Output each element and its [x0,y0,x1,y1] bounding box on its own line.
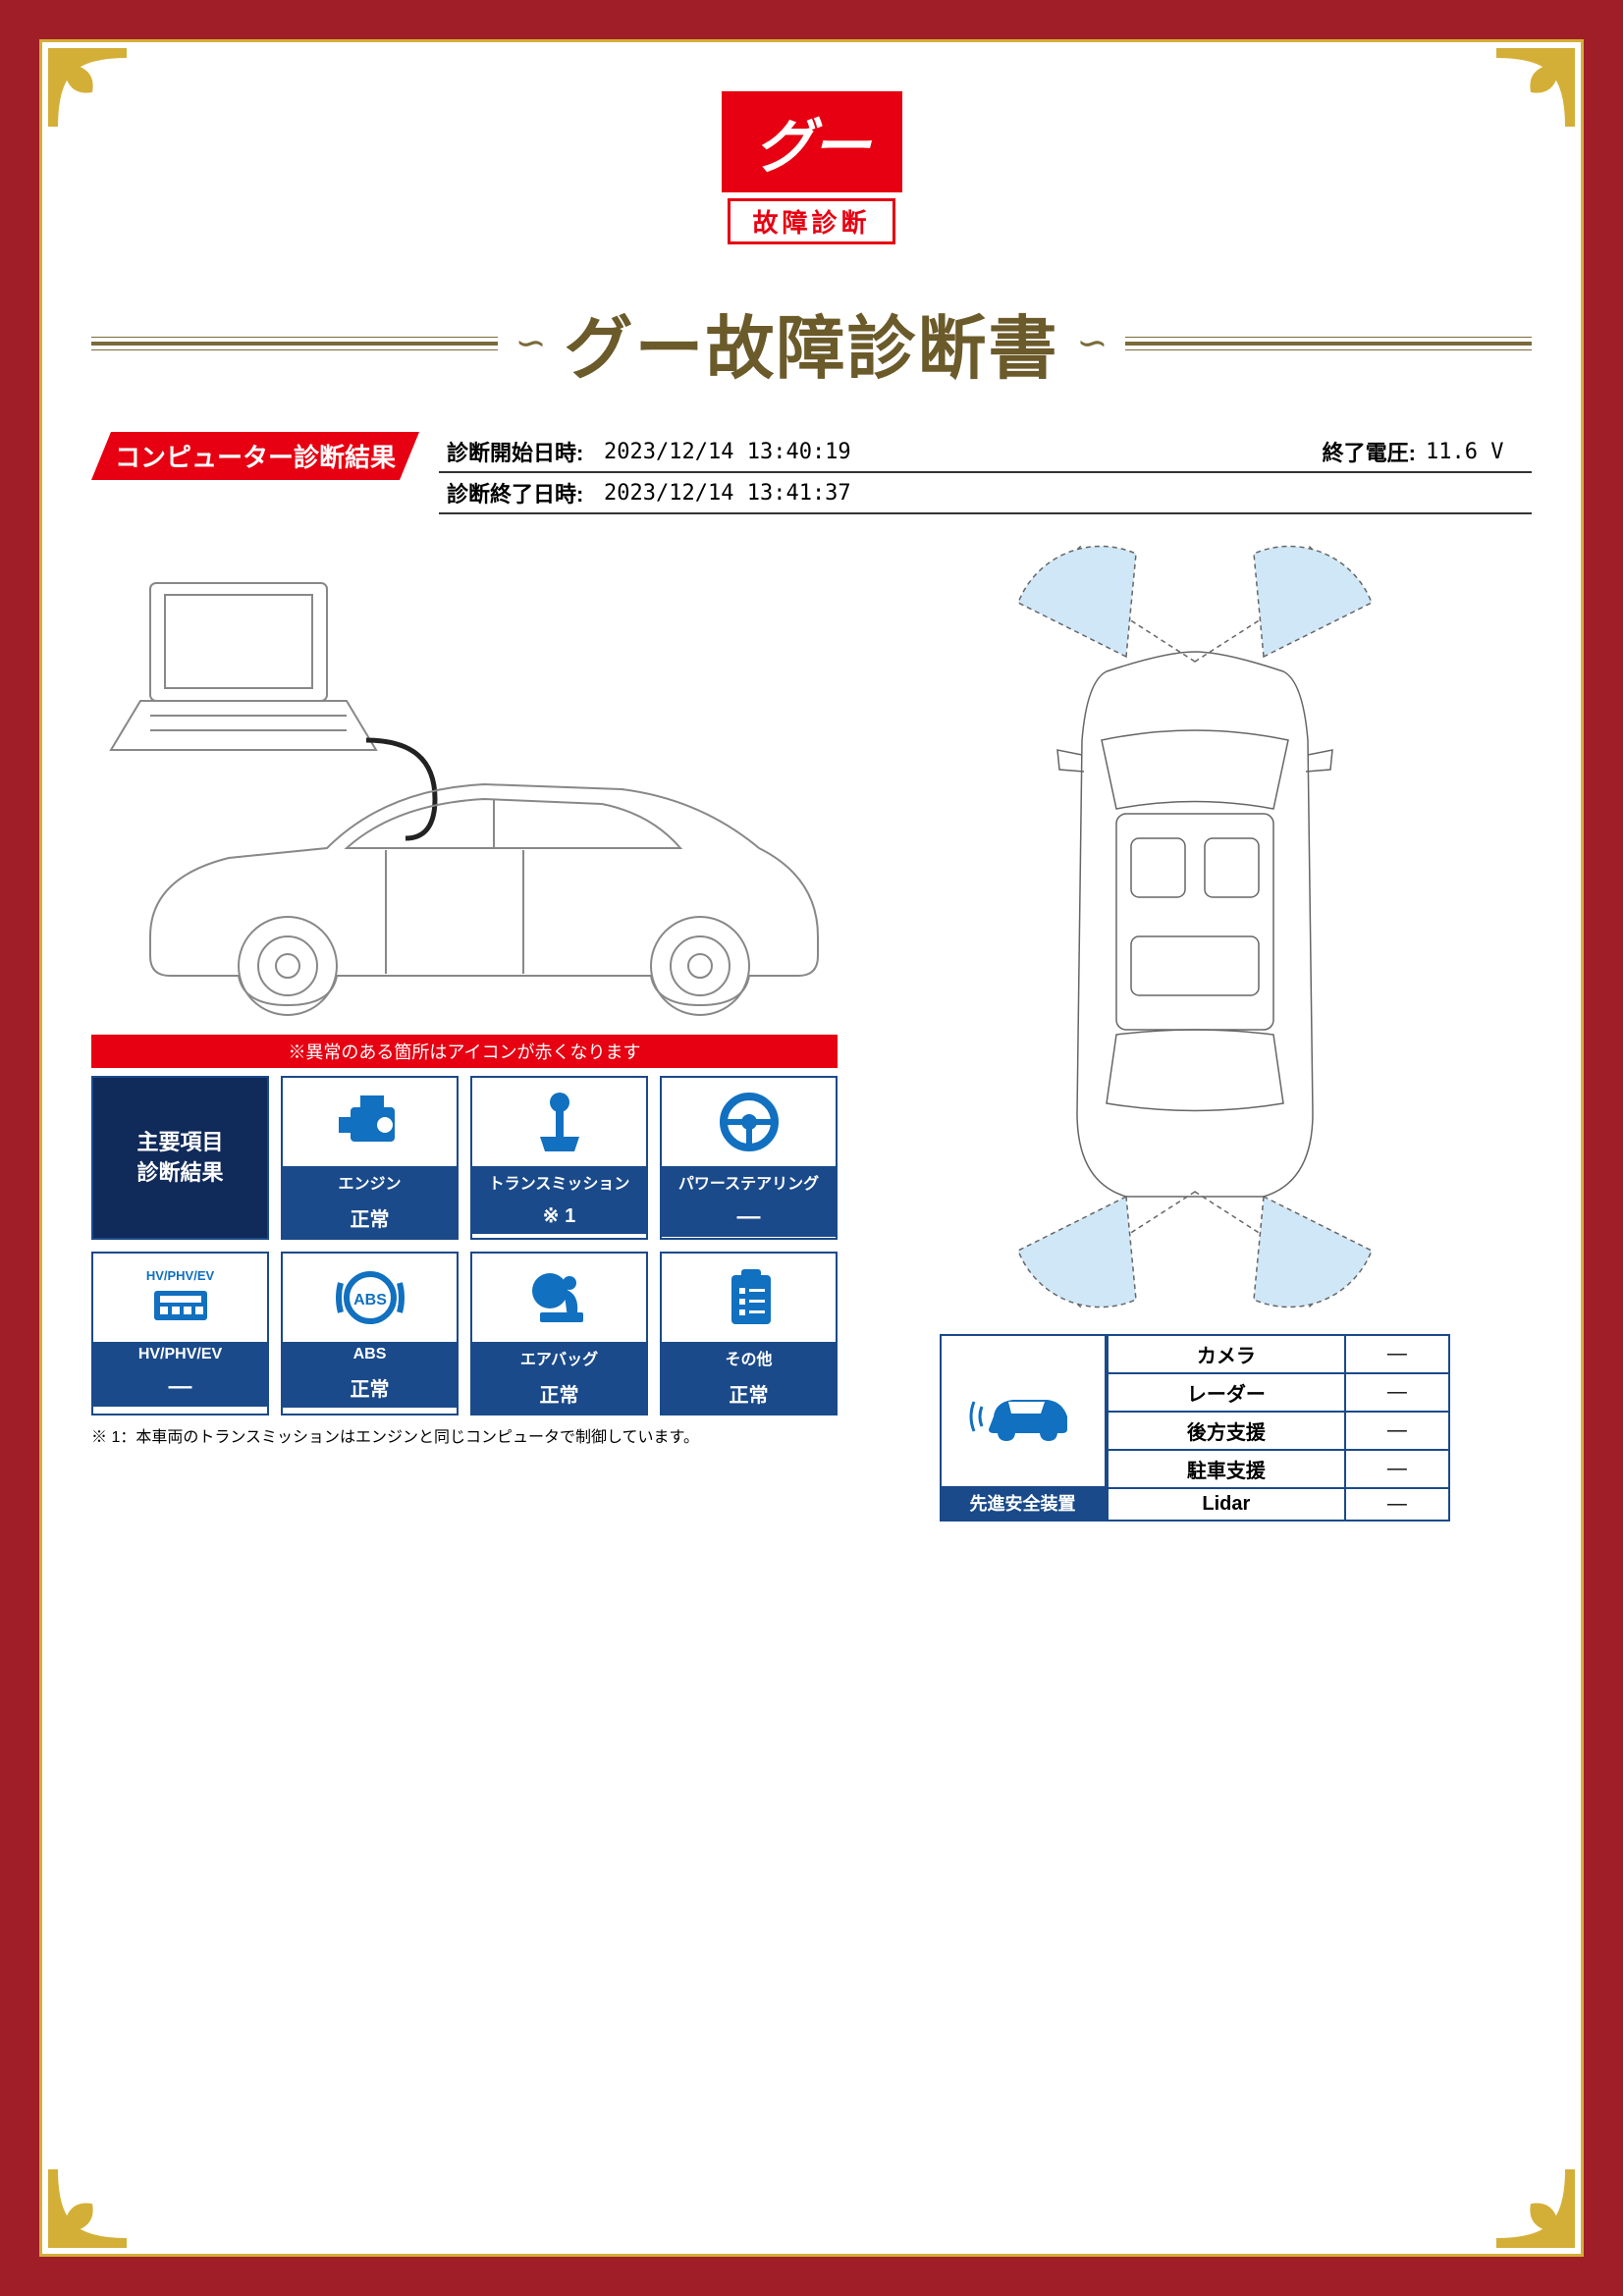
diag-cell-hv: HV/PHV/EV HV/PHV/EV — [91,1252,269,1415]
diag-cell-abs: ABS ABS 正常 [281,1252,459,1415]
diag-label: ABS [283,1342,457,1367]
diag-status: 正常 [662,1373,836,1414]
transmission-icon [472,1078,646,1166]
outer-frame: グー 故障診断 ∽ グー故障診断書 ∽ コンピューター診断結果 診断開始日時: … [0,0,1623,2296]
title-row: ∽ グー故障診断書 ∽ [91,294,1532,393]
engine-icon [283,1078,457,1166]
safety-left-label: 先進安全装置 [942,1486,1105,1520]
corner-ornament-icon [48,2169,127,2248]
safety-name: 後方支援 [1108,1412,1346,1450]
diag-header: 主要項目 診断結果 [91,1076,269,1240]
diag-cell-transmission: トランスミッション ※ 1 [470,1076,648,1240]
diag-cell-airbag: エアバッグ 正常 [470,1252,648,1415]
logo-block: グー 故障診断 [91,91,1532,244]
meta-start-value: 2023/12/14 13:40:19 [604,440,1313,464]
diag-status: — [662,1198,836,1237]
diag-cell-other: その他 正常 [660,1252,838,1415]
section-tag: コンピューター診断結果 [91,432,419,480]
corner-ornament-icon [1496,2169,1575,2248]
clipboard-icon [662,1254,836,1342]
diag-status: ※ 1 [472,1198,646,1234]
safety-val: — [1345,1412,1448,1450]
left-column: ※異常のある箇所はアイコンが赤くなります 主要項目 診断結果 エンジン 正常 [91,544,838,1522]
safety-row: 駐車支援— [1108,1450,1449,1488]
inner-frame: グー 故障診断 ∽ グー故障診断書 ∽ コンピューター診断結果 診断開始日時: … [39,39,1584,2257]
safety-val: — [1345,1373,1448,1412]
safety-row: Lidar— [1108,1488,1449,1521]
svg-text:ABS: ABS [353,1292,387,1308]
safety-name: カメラ [1108,1335,1346,1373]
diag-label: その他 [662,1342,836,1373]
steering-wheel-icon [662,1078,836,1166]
hv-icon: HV/PHV/EV [93,1254,267,1342]
diagnostic-grid: 主要項目 診断結果 エンジン 正常 トランスミッション ※ 1 [91,1076,838,1415]
logo-subtitle: 故障診断 [728,198,894,244]
diag-header-text: 主要項目 診断結果 [136,1128,223,1189]
safety-val: — [1345,1335,1448,1373]
diagram-area: ※異常のある箇所はアイコンが赤くなります 主要項目 診断結果 エンジン 正常 [91,544,1532,1522]
safety-row: レーダー— [1108,1373,1449,1412]
logo-brand: グー [722,91,902,192]
diag-label: エンジン [283,1166,457,1198]
meta-end-value: 2023/12/14 13:41:37 [604,481,1524,506]
diag-label: エアバッグ [472,1342,646,1373]
section-header: コンピューター診断結果 診断開始日時: 2023/12/14 13:40:19 … [91,432,1532,514]
car-diagnostic-illustration [91,544,838,1035]
safety-equipment-block: 先進安全装置 カメラ— レーダー— 後方支援— 駐車支援— Lidar— [940,1334,1450,1522]
safety-left-panel: 先進安全装置 [940,1334,1107,1522]
car-top-view-illustration [930,544,1460,1314]
diag-label: トランスミッション [472,1166,646,1198]
diag-status: — [93,1367,267,1407]
safety-val: — [1345,1450,1448,1488]
meta-end-label: 診断終了日時: [447,477,594,508]
safety-name: 駐車支援 [1108,1450,1346,1488]
meta-row-end: 診断終了日時: 2023/12/14 13:41:37 [439,473,1532,514]
diagnostic-note-bar: ※異常のある箇所はアイコンが赤くなります [91,1035,838,1068]
safety-name: Lidar [1108,1488,1346,1521]
title-line-right [1125,342,1532,346]
page-title: グー故障診断書 [565,294,1059,393]
safety-row: 後方支援— [1108,1412,1449,1450]
diag-cell-power-steering: パワーステアリング — [660,1076,838,1240]
safety-car-icon [942,1336,1105,1486]
diagnostic-footnote: ※ 1：本車両のトランスミッションはエンジンと同じコンピュータで制御しています。 [91,1423,838,1447]
safety-val: — [1345,1488,1448,1521]
flourish-icon: ∽ [1077,321,1109,365]
meta-column: 診断開始日時: 2023/12/14 13:40:19 終了電圧: 11.6 V… [439,432,1532,514]
safety-table: カメラ— レーダー— 後方支援— 駐車支援— Lidar— [1107,1334,1450,1522]
corner-ornament-icon [48,48,127,127]
meta-row-start: 診断開始日時: 2023/12/14 13:40:19 終了電圧: 11.6 V [439,432,1532,473]
diag-cell-engine: エンジン 正常 [281,1076,459,1240]
title-line-left [91,342,498,346]
flourish-icon: ∽ [515,321,547,365]
meta-voltage-label: 終了電圧: [1323,436,1416,467]
right-column: 先進安全装置 カメラ— レーダー— 後方支援— 駐車支援— Lidar— [857,544,1532,1522]
safety-name: レーダー [1108,1373,1346,1412]
diag-status: 正常 [283,1198,457,1238]
diag-status: 正常 [283,1367,457,1408]
safety-row: カメラ— [1108,1335,1449,1373]
meta-voltage-value: 11.6 V [1426,440,1524,464]
airbag-icon [472,1254,646,1342]
diag-label: パワーステアリング [662,1166,836,1198]
diag-label: HV/PHV/EV [93,1342,267,1367]
diag-status: 正常 [472,1373,646,1414]
corner-ornament-icon [1496,48,1575,127]
meta-start-label: 診断開始日時: [447,436,594,467]
abs-icon: ABS [283,1254,457,1342]
